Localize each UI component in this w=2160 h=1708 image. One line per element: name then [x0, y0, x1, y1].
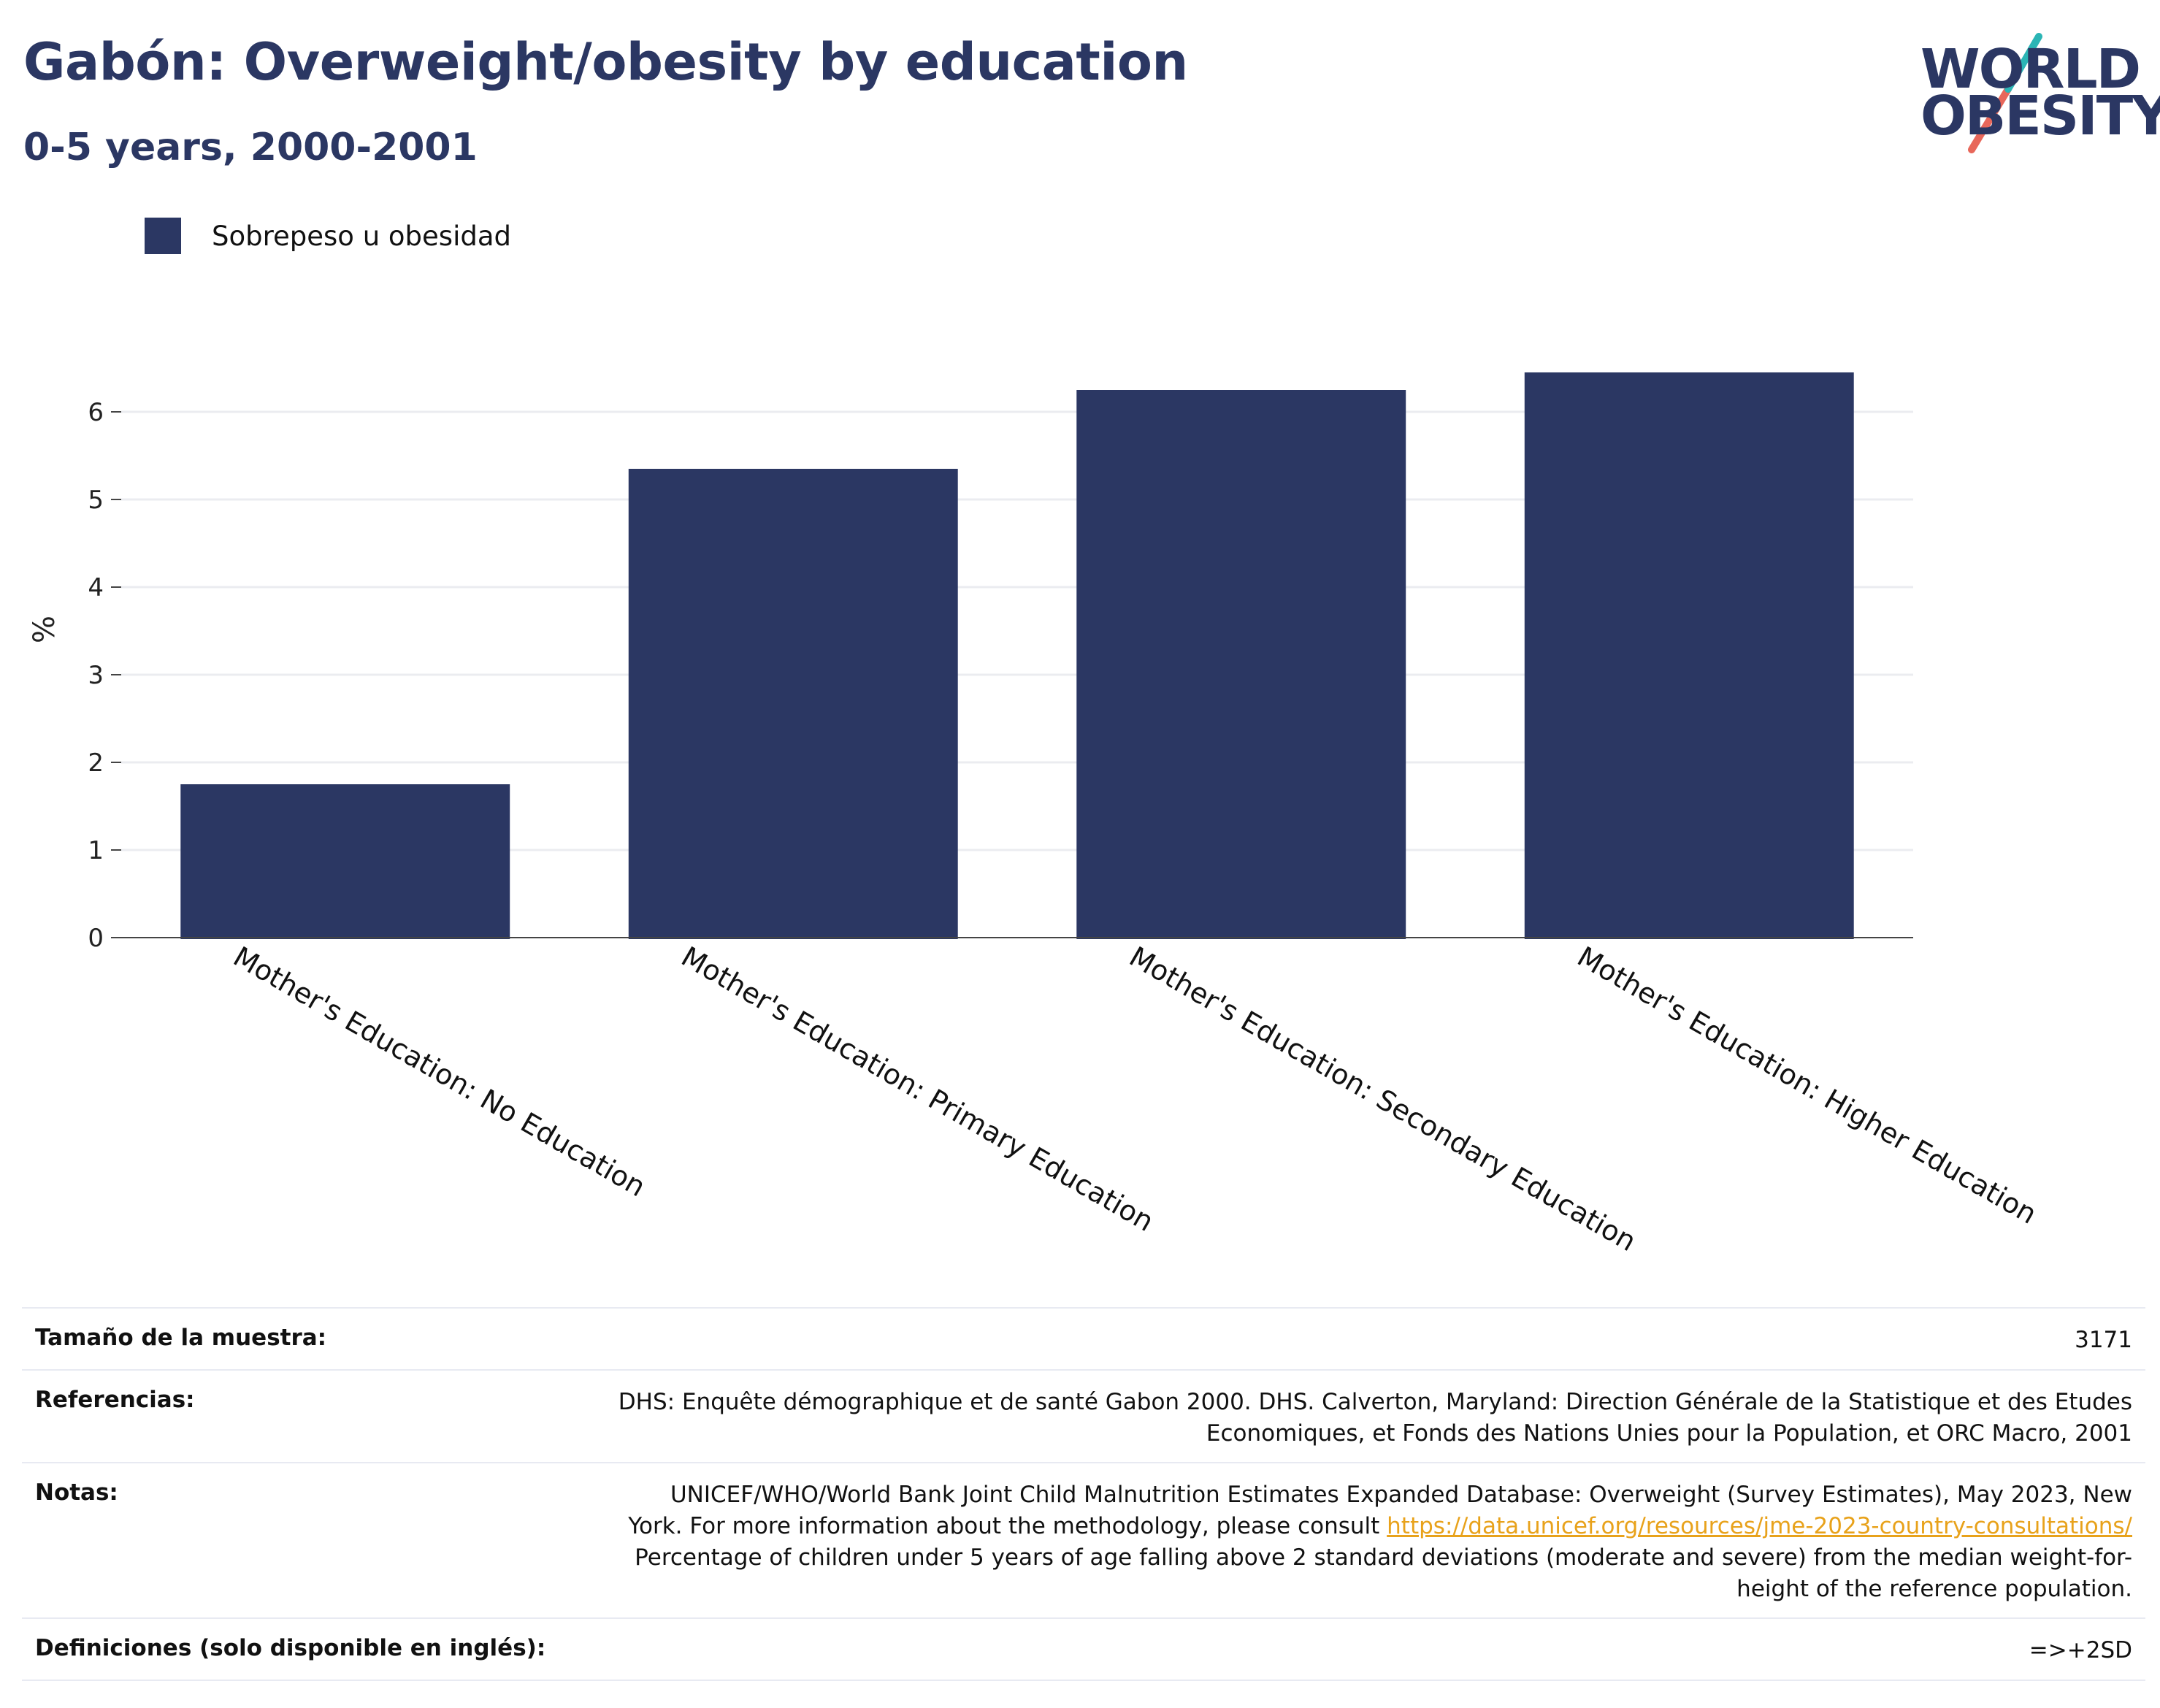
references-line-2: Economiques, et Fonds des Nations Unies …	[1206, 1420, 2132, 1447]
notes-line-3: Percentage of children under 5 years of …	[635, 1544, 2132, 1571]
info-row-notes: Notas: UNICEF/WHO/World Bank Joint Child…	[22, 1462, 2145, 1617]
world-obesity-logo: WORLD OBESITY	[1899, 22, 2160, 153]
x-tick-label: Mother's Education: Higher Education	[1572, 941, 2042, 1230]
legend[interactable]: Sobrepeso u obesidad	[145, 218, 511, 254]
y-tick-label: 5	[88, 486, 104, 515]
sample-label: Tamaño de la muestra:	[35, 1325, 327, 1351]
chart-title: Gabón: Overweight/obesity by education	[23, 32, 1188, 92]
legend-label: Sobrepeso u obesidad	[212, 220, 511, 252]
sample-value: 3171	[2075, 1327, 2132, 1353]
notes-label: Notas:	[35, 1479, 118, 1506]
definitions-value: =>+2SD	[2029, 1637, 2132, 1664]
y-tick-label: 1	[88, 836, 104, 865]
definitions-label: Definiciones (solo disponible en inglés)…	[35, 1635, 546, 1662]
bar[interactable]	[180, 784, 510, 939]
y-tick-label: 0	[88, 924, 104, 953]
notes-line-1: UNICEF/WHO/World Bank Joint Child Malnut…	[670, 1482, 2132, 1509]
info-row-references: Referencias: DHS: Enquête démographique …	[22, 1368, 2145, 1463]
chart-subtitle: 0-5 years, 2000-2001	[23, 126, 478, 169]
logo-slash-icon	[1968, 33, 2042, 153]
y-tick-label: 4	[88, 573, 104, 602]
y-tick-label: 2	[88, 748, 104, 778]
info-table: Tamaño de la muestra: 3171 Referencias: …	[22, 1307, 2145, 1682]
references-value: DHS: Enquête démographique et de santé G…	[618, 1387, 2132, 1449]
notes-line-4: height of the reference population.	[1736, 1575, 2132, 1602]
bar[interactable]	[1076, 390, 1406, 939]
logo-text-world: WORLD	[1920, 38, 2141, 101]
info-row-sample: Tamaño de la muestra: 3171	[22, 1307, 2145, 1369]
x-tick-label: Mother's Education: Secondary Education	[1124, 941, 1642, 1258]
bars	[180, 372, 1854, 939]
notes-line-2: York. For more information about the met…	[628, 1513, 1387, 1540]
methodology-link[interactable]: https://data.unicef.org/resources/jme-20…	[1387, 1513, 2132, 1540]
y-tick-label: 6	[88, 398, 104, 427]
bar[interactable]	[1524, 372, 1854, 939]
y-tick-label: 3	[88, 661, 104, 690]
x-tick-label: Mother's Education: No Education	[228, 941, 651, 1203]
references-line-1: DHS: Enquête démographique et de santé G…	[618, 1388, 2132, 1415]
notes-value: UNICEF/WHO/World Bank Joint Child Malnut…	[628, 1479, 2132, 1604]
legend-swatch	[145, 218, 181, 254]
y-axis-title: %	[28, 616, 61, 643]
bar[interactable]	[628, 469, 958, 939]
x-tick-label: Mother's Education: Primary Education	[676, 941, 1160, 1238]
logo-text-obesity: OBESITY	[1920, 85, 2160, 148]
info-row-definitions: Definiciones (solo disponible en inglés)…	[22, 1617, 2145, 1682]
references-label: Referencias:	[35, 1386, 195, 1413]
